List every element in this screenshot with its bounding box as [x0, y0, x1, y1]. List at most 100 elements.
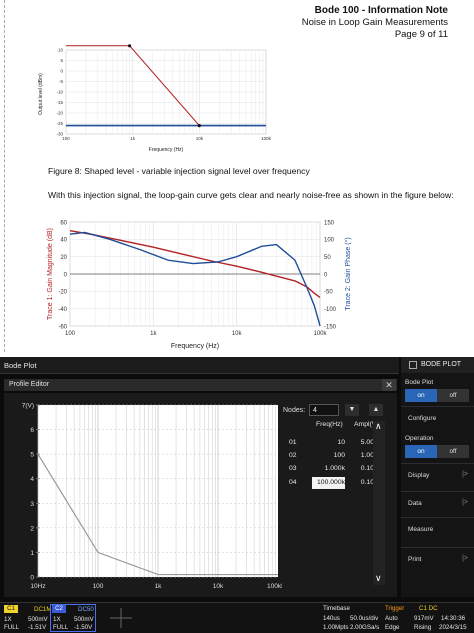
node-index: 02	[289, 452, 297, 459]
c2-offset: -1.50V	[74, 624, 93, 631]
y-tick-label: -10	[56, 90, 63, 95]
node-freq[interactable]: 100.000k	[312, 477, 345, 489]
c1-offset: -1.51V	[28, 624, 47, 631]
node-index: 01	[289, 439, 297, 446]
node-index: 03	[289, 465, 297, 472]
right-tick-label: 100	[324, 238, 335, 244]
y-tick-label: 5	[60, 58, 63, 63]
timebase-delay: 140us	[323, 615, 340, 622]
node-ampl[interactable]: 5.00	[360, 439, 374, 446]
left-tick-label: 20	[60, 255, 67, 261]
figure-9-left-label: Trace 1: Gain Magnitude (dB)	[47, 228, 54, 320]
c2-coupling: DC50	[78, 606, 94, 613]
y-tick-label: 3	[30, 501, 34, 508]
right-tick-label: -100	[324, 307, 337, 313]
left-tick-label: -60	[58, 324, 67, 330]
x-tick-label: 100	[62, 136, 70, 141]
trigger-label: Trigger	[385, 605, 405, 612]
menu-print[interactable]: Print |>	[401, 547, 474, 572]
nodes-decrease-button[interactable]: ▼	[345, 404, 359, 416]
operation-off[interactable]: off	[449, 448, 457, 455]
document-subtitle: Noise in Loop Gain Measurements	[301, 17, 448, 28]
toggle-on[interactable]: on	[405, 389, 437, 402]
channel-1-badge[interactable]: C1	[4, 605, 18, 613]
table-scrollbar[interactable]	[373, 421, 385, 585]
menu-display[interactable]: Display |>	[401, 463, 474, 488]
figure-9-xlabel: Frequency (Hz)	[171, 343, 219, 350]
operation-toggle[interactable]: on off	[405, 445, 469, 458]
table-row-selected[interactable]: 04 100.000k 0.10	[286, 477, 386, 490]
nodes-input[interactable]: 4	[309, 404, 339, 416]
y-tick-label: 7(V)	[22, 403, 34, 410]
x-tick-label: 1k	[150, 331, 157, 337]
x-tick-label: 100kHz	[267, 583, 282, 590]
c1-scale: 500mV	[28, 616, 48, 623]
menu-measure[interactable]: Measure	[401, 517, 474, 542]
right-tick-label: -150	[324, 324, 337, 330]
left-tick-label: -40	[58, 307, 67, 313]
x-tick-label: 1k	[130, 136, 136, 141]
menu-print-label: Print	[408, 556, 422, 563]
figure-8-xlabel: Frequency (Hz)	[149, 147, 184, 153]
trigger-source: C1 DC	[419, 605, 438, 612]
x-tick-label: 100k	[261, 136, 272, 141]
close-icon[interactable]: ✕	[382, 379, 396, 391]
x-tick-label: 10k	[232, 331, 243, 337]
x-tick-label: 10k	[196, 136, 204, 141]
node-freq[interactable]: 100	[333, 452, 345, 459]
y-tick-label: 0	[60, 69, 63, 74]
window-titlebar: Bode Plot	[0, 357, 399, 374]
c1-bw: FULL	[4, 624, 20, 631]
right-tick-label: 50	[324, 255, 331, 261]
toggle-off[interactable]: off	[449, 392, 457, 399]
y-tick-label: 10	[58, 48, 64, 53]
document-title: Bode 100 - Information Note	[314, 5, 448, 16]
c1-probe: 1X	[4, 616, 12, 623]
y-tick-label: 4	[30, 476, 34, 483]
left-tick-label: 60	[60, 220, 67, 226]
x-tick-label: 10k	[213, 583, 224, 590]
figure-8-caption: Figure 8: Shaped level - variable inject…	[48, 166, 310, 176]
menu-display-label: Display	[408, 472, 430, 479]
node-ampl[interactable]: 1.00	[360, 452, 374, 459]
trigger-type: Edge	[385, 624, 400, 631]
table-row[interactable]: 02 100 1.00	[286, 450, 386, 463]
chevron-up-icon[interactable]: ∧	[375, 421, 382, 431]
table-row[interactable]: 03 1.000k 0.10	[286, 463, 386, 476]
node-freq[interactable]: 1.000k	[324, 465, 345, 472]
timebase-rate: 2.00GSa/s	[350, 624, 380, 631]
submenu-arrow-icon: |>	[462, 499, 468, 506]
bode-plot-label: Bode Plot	[405, 379, 434, 386]
left-tick-label: 40	[60, 238, 67, 244]
page-number: Page 9 of 11	[394, 29, 448, 40]
y-tick-label: 1	[30, 550, 34, 557]
y-tick-label: -25	[56, 121, 63, 126]
status-bar: C1 DC1M 1X 500mV FULL -1.51V C2 DC50 1X …	[0, 602, 474, 633]
add-channel-icon[interactable]	[106, 606, 136, 630]
node-freq[interactable]: 10	[337, 439, 345, 446]
right-tick-label: 0	[324, 272, 328, 278]
submenu-arrow-icon: |>	[462, 555, 468, 562]
col-freq-header: Freq(Hz)	[316, 421, 343, 428]
menu-data[interactable]: Data |>	[401, 491, 474, 516]
operation-on[interactable]: on	[405, 445, 437, 458]
node-ampl[interactable]: 0.10	[360, 479, 374, 486]
chevron-down-icon[interactable]: ∨	[375, 573, 382, 583]
clock-time: 14:30:36	[441, 615, 466, 622]
figure-8-ylabel: Output level (dBm)	[38, 73, 44, 115]
timebase-scale: 50.0us/div	[350, 615, 379, 622]
trigger-mode: Auto	[385, 615, 398, 622]
menu-configure[interactable]: Configure	[401, 406, 474, 431]
bode-plot-toggle[interactable]: on off	[405, 389, 469, 402]
x-tick-label: 10Hz	[30, 583, 45, 590]
table-row[interactable]: 01 10 5.00	[286, 437, 386, 450]
menu-header: BODE PLOT	[401, 357, 474, 373]
node-ampl[interactable]: 0.10	[360, 465, 374, 472]
channel-2-badge[interactable]: C2	[52, 605, 66, 613]
node-marker	[128, 44, 132, 48]
page-margin-line	[4, 0, 5, 352]
menu-configure-label: Configure	[408, 415, 437, 422]
right-tick-label: -50	[324, 290, 333, 296]
nodes-increase-button[interactable]: ▲	[369, 404, 383, 416]
